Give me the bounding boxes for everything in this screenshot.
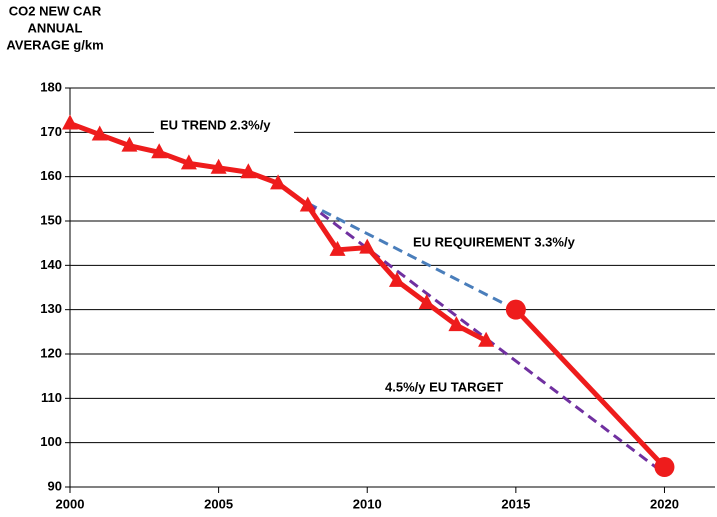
y-tick-label: 90 [48, 478, 62, 493]
y-tick-label: 120 [40, 345, 62, 360]
y-tick-label: 140 [40, 257, 62, 272]
y-tick-label: 170 [40, 124, 62, 139]
x-tick-label: 2000 [56, 496, 85, 511]
marker [654, 457, 675, 478]
marker [210, 158, 227, 174]
marker [91, 125, 108, 141]
y-tick-label: 100 [40, 434, 62, 449]
marker [388, 271, 405, 287]
annotation: EU TREND 2.3%/y [160, 117, 271, 132]
marker [240, 163, 257, 179]
x-tick-label: 2015 [501, 496, 530, 511]
y-tick-label: 130 [40, 301, 62, 316]
x-tick-label: 2005 [204, 496, 233, 511]
marker [505, 299, 526, 320]
marker [299, 196, 316, 212]
series-line [307, 201, 517, 312]
marker [180, 154, 197, 170]
y-tick-label: 110 [41, 390, 62, 405]
marker [359, 238, 376, 254]
marker [121, 136, 138, 152]
annotation-bg [407, 234, 597, 252]
annotation-bg [154, 117, 294, 135]
y-axis-title: ANNUAL [28, 20, 83, 35]
annotation-bg [379, 379, 537, 397]
y-tick-label: 150 [40, 212, 62, 227]
marker [448, 316, 465, 332]
marker [270, 174, 287, 190]
y-tick-label: 160 [40, 168, 62, 183]
y-axis-title: AVERAGE g/km [6, 37, 103, 52]
x-tick-label: 2010 [353, 496, 382, 511]
annotation: 4.5%/y EU TARGET [385, 379, 503, 394]
marker [151, 143, 168, 159]
x-tick-label: 2020 [650, 496, 679, 511]
series-line [306, 202, 666, 475]
marker [62, 114, 78, 130]
series-line [514, 307, 667, 469]
marker [478, 331, 495, 347]
y-axis-title: CO2 NEW CAR [9, 3, 102, 18]
marker [329, 240, 346, 256]
annotation: EU REQUIREMENT 3.3%/y [413, 234, 576, 249]
marker [418, 294, 435, 310]
y-tick-label: 180 [40, 79, 62, 94]
